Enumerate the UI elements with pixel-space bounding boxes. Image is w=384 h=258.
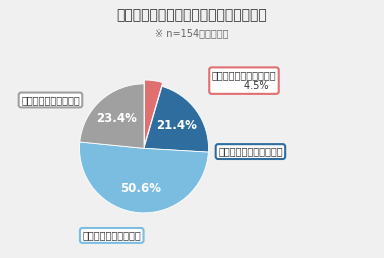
Text: 23.4%: 23.4% xyxy=(96,112,137,125)
Wedge shape xyxy=(79,142,209,213)
Text: 全く対応できていない: 全く対応できていない xyxy=(21,95,80,105)
Text: 【図】規制強化による影響への対応状況: 【図】規制強化による影響への対応状況 xyxy=(117,8,267,22)
Text: 対応の多くが残っている: 対応の多くが残っている xyxy=(218,147,283,157)
Wedge shape xyxy=(144,86,209,152)
Text: ※ n=154／単一回答: ※ n=154／単一回答 xyxy=(155,28,229,38)
Text: 対応が一部残っている: 対応が一部残っている xyxy=(83,230,141,240)
Text: 21.4%: 21.4% xyxy=(156,119,197,132)
Text: 対応が全て完了している
        4.5%: 対応が全て完了している 4.5% xyxy=(212,70,276,91)
Wedge shape xyxy=(144,80,162,144)
Text: 50.6%: 50.6% xyxy=(121,182,162,195)
Wedge shape xyxy=(80,84,144,148)
